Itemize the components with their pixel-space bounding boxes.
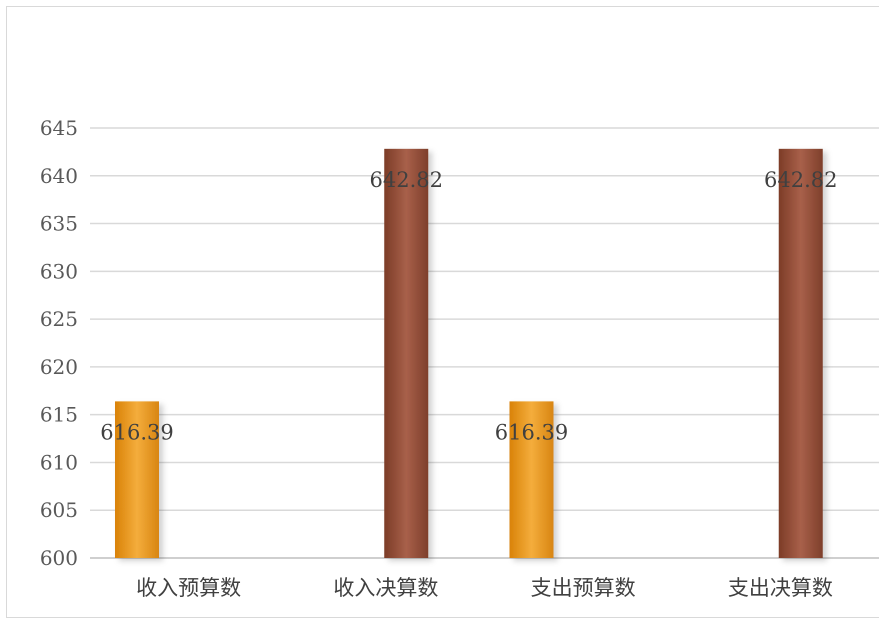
bar-支出预算数 xyxy=(509,401,554,558)
bar-支出决算数 xyxy=(778,148,823,558)
y-tick-label-640: 640 xyxy=(40,164,78,188)
bar-收入预算数 xyxy=(115,401,159,558)
y-tick-label-610: 610 xyxy=(40,450,78,474)
gridlines xyxy=(90,127,879,559)
y-tick-label-600: 600 xyxy=(40,546,78,570)
x-category-label-收入预算数: 收入预算数 xyxy=(136,576,241,600)
y-axis-tick-labels: 600 605 610 615 620 625 630 635 640 645 xyxy=(40,116,78,570)
x-category-label-支出决算数: 支出决算数 xyxy=(728,576,833,600)
y-tick-label-625: 625 xyxy=(40,307,78,331)
y-tick-label-615: 615 xyxy=(40,403,78,427)
y-tick-label-635: 635 xyxy=(40,212,78,236)
x-axis-category-labels: 收入预算数 收入决算数 支出预算数 支出决算数 xyxy=(136,576,833,600)
data-label-收入决算数: 642.82 xyxy=(370,168,443,192)
bar-收入决算数 xyxy=(384,148,429,558)
data-labels: 616.39 642.82 616.39 642.82 xyxy=(100,168,837,445)
y-tick-label-620: 620 xyxy=(40,355,78,379)
x-category-label-支出预算数: 支出预算数 xyxy=(531,576,636,600)
data-label-收入预算数: 616.39 xyxy=(100,420,173,444)
bars xyxy=(115,148,823,558)
y-tick-label-630: 630 xyxy=(40,259,78,283)
y-tick-label-645: 645 xyxy=(40,116,78,140)
y-tick-label-605: 605 xyxy=(40,498,78,522)
data-label-支出决算数: 642.82 xyxy=(764,168,837,192)
data-label-支出预算数: 616.39 xyxy=(495,420,568,444)
x-category-label-收入决算数: 收入决算数 xyxy=(333,576,438,600)
